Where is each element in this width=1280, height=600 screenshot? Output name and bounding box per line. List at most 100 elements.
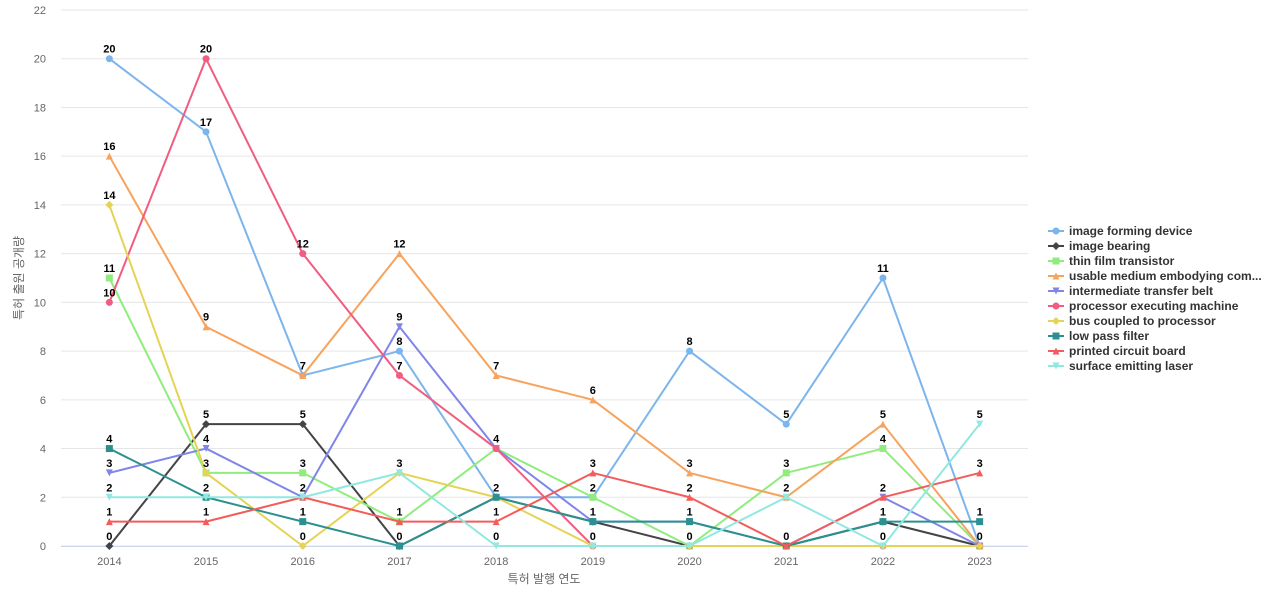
data-point-marker [782,420,790,428]
x-tick-label: 2017 [387,556,411,568]
legend-item[interactable]: bus coupled to processor [1048,314,1216,328]
data-point-marker [395,542,403,550]
data-label: 3 [300,458,306,470]
data-label: 1 [203,507,209,519]
legend-item[interactable]: printed circuit board [1048,344,1186,358]
data-point-marker [202,55,210,63]
data-point-marker [1052,362,1060,370]
data-label: 11 [104,263,116,275]
data-point-marker [782,469,790,477]
data-point-marker [105,200,114,209]
data-point-marker [1052,257,1060,265]
data-label: 2 [106,482,112,494]
data-point-marker [105,469,113,477]
legend-item[interactable]: image bearing [1048,239,1150,253]
data-point-marker [105,518,113,526]
data-point-marker [879,445,887,453]
y-tick-label: 6 [40,395,46,407]
legend-item[interactable]: thin film transistor [1048,254,1175,268]
y-axis-title: 특허 출원 공개량 [12,236,26,320]
data-label: 12 [393,239,405,251]
legend-item[interactable]: image forming device [1048,224,1193,238]
y-tick-label: 10 [34,297,46,309]
data-label: 2 [203,482,209,494]
data-label: 3 [106,458,112,470]
data-label: 8 [396,336,402,348]
y-tick-label: 4 [40,444,46,456]
legend-item[interactable]: low pass filter [1048,329,1149,343]
data-point-marker [976,518,984,526]
data-label: 5 [300,409,306,421]
x-tick-label: 2019 [581,556,605,568]
data-point-marker [202,128,210,136]
y-tick-label: 16 [34,151,46,163]
data-point-marker [299,493,307,501]
legend-label: usable medium embodying com... [1069,269,1262,283]
data-point-marker [105,55,113,63]
data-label: 7 [493,360,499,372]
data-label: 1 [880,507,886,519]
data-label: 0 [396,531,402,543]
data-label: 10 [103,287,115,299]
data-label: 2 [880,482,886,494]
x-tick-label: 2016 [291,556,315,568]
legend-label: image forming device [1069,224,1193,238]
data-point-marker [395,518,403,526]
data-point-marker [298,542,307,550]
data-point-marker [299,371,307,379]
data-point-marker [686,518,694,526]
legend-item[interactable]: usable medium embodying com... [1048,269,1262,283]
series-line [109,423,981,547]
data-label: 0 [590,531,596,543]
data-point-marker [105,274,113,282]
data-label: 3 [686,458,692,470]
data-label: 16 [103,141,115,153]
legend-label: printed circuit board [1069,344,1186,358]
legend-label: intermediate transfer belt [1069,284,1213,298]
data-point-marker [1052,272,1060,280]
data-point-marker [589,518,597,526]
data-point-marker [299,250,307,258]
data-point-marker [395,250,403,258]
data-label: 1 [686,507,692,519]
data-point-marker [879,274,887,282]
data-label: 20 [200,44,212,56]
data-label: 0 [977,531,983,543]
data-point-marker [975,542,984,550]
legend-item[interactable]: surface emitting laser [1048,359,1193,373]
data-point-marker [589,396,597,404]
data-point-marker [202,420,211,429]
data-point-marker [202,323,210,331]
data-label: 2 [300,482,306,494]
legend-item[interactable]: processor executing machine [1048,299,1239,313]
data-point-marker [1052,332,1060,340]
x-axis-title: 특허 발행 연도 [508,571,581,586]
data-label: 3 [783,458,789,470]
data-point-marker [105,445,113,453]
data-point-marker [1052,227,1060,235]
data-label: 20 [103,44,115,56]
data-point-marker [1052,242,1060,250]
data-label: 5 [977,409,983,421]
y-tick-label: 8 [40,346,46,358]
x-tick-label: 2022 [871,556,895,568]
series-line [108,155,981,547]
data-label: 1 [396,507,402,519]
data-label: 0 [493,531,499,543]
y-axis: 0 2 4 6 8 10 12 14 16 18 20 22 [34,5,46,553]
legend-label: thin film transistor [1069,254,1175,268]
data-point-marker [492,518,500,526]
data-label: 5 [783,409,789,421]
data-point-marker [686,493,694,501]
data-label: 1 [106,507,112,519]
legend-label: image bearing [1069,239,1150,253]
legend-item[interactable]: intermediate transfer belt [1048,284,1213,298]
data-point-marker [299,469,307,477]
data-label: 5 [880,409,886,421]
data-label: 8 [686,336,692,348]
data-label: 1 [590,507,596,519]
data-label: 3 [396,458,402,470]
